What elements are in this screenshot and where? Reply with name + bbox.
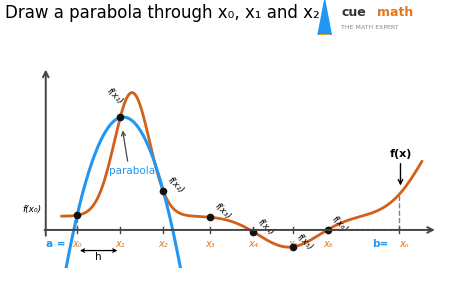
- Text: parabola: parabola: [109, 166, 155, 175]
- Text: x₆: x₆: [323, 239, 333, 249]
- Text: math: math: [377, 6, 413, 19]
- Text: a =: a =: [46, 239, 65, 249]
- Text: x₁: x₁: [116, 239, 125, 249]
- Text: f(x₅): f(x₅): [295, 232, 315, 252]
- Text: f(x₁): f(x₁): [105, 86, 125, 106]
- Polygon shape: [318, 0, 331, 35]
- Text: f(x₄): f(x₄): [255, 217, 275, 237]
- Polygon shape: [319, 35, 329, 49]
- Text: f(x₀): f(x₀): [23, 205, 42, 214]
- Text: f(x₂): f(x₂): [165, 175, 185, 195]
- Text: b=: b=: [373, 239, 389, 249]
- Text: xₙ: xₙ: [400, 239, 409, 249]
- Text: x₄: x₄: [249, 239, 258, 249]
- Text: f(x₆): f(x₆): [330, 215, 350, 235]
- Text: f(x₃): f(x₃): [212, 201, 232, 221]
- Text: THE MATH EXPERT: THE MATH EXPERT: [341, 25, 399, 30]
- Text: f(x): f(x): [389, 149, 412, 159]
- Text: x₀: x₀: [73, 239, 82, 249]
- Text: h: h: [95, 252, 102, 262]
- Text: cue: cue: [341, 6, 366, 19]
- Text: x₂: x₂: [158, 239, 168, 249]
- Text: x₃: x₃: [206, 239, 215, 249]
- Text: x₅: x₅: [288, 239, 298, 249]
- Text: Draw a parabola through x₀, x₁ and x₂: Draw a parabola through x₀, x₁ and x₂: [5, 4, 319, 22]
